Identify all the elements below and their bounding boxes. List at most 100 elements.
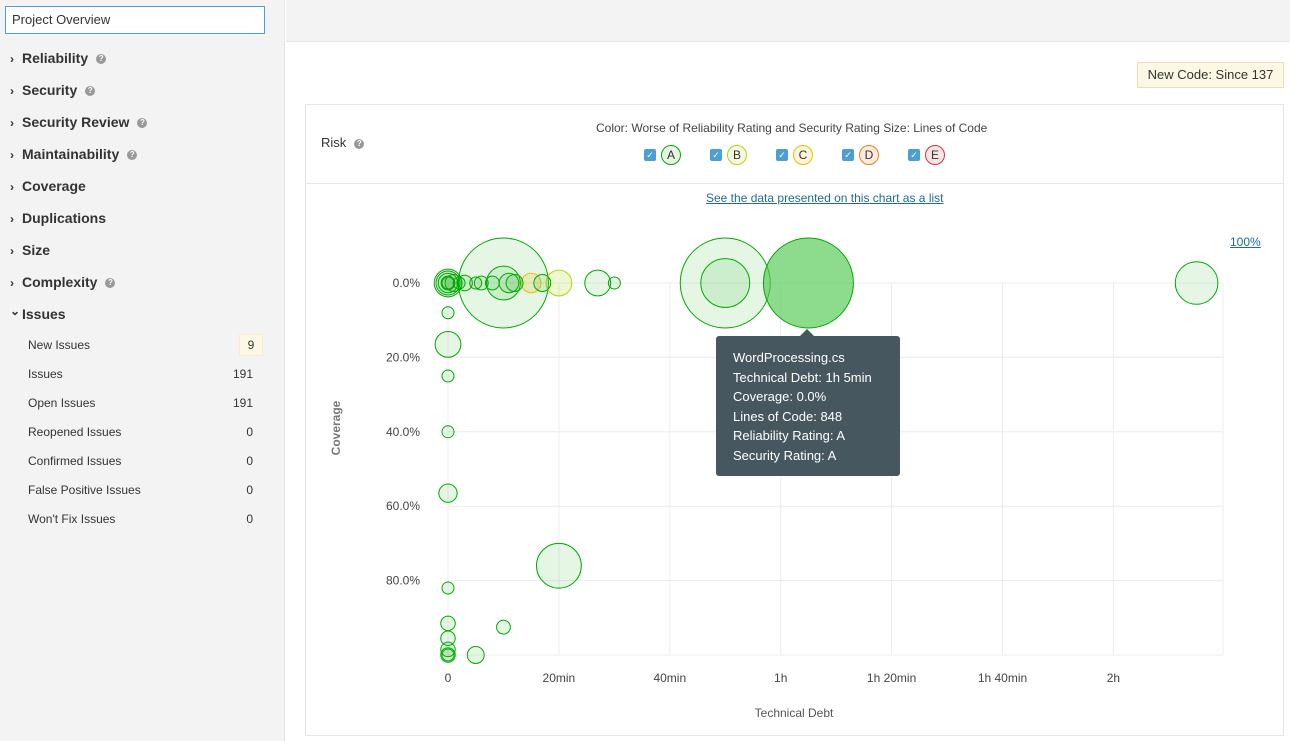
bubble (584, 269, 612, 297)
sidebar-category-size[interactable]: › Size (0, 238, 270, 262)
chevron-right-icon: › (10, 52, 14, 66)
sidebar-category-reliability[interactable]: › Reliability? (0, 46, 270, 70)
tooltip-line: Security Rating: A (733, 447, 837, 463)
x-tick-label: 20min (543, 671, 576, 685)
sidebar-category-label: Reliability (22, 50, 89, 66)
checkbox-checked-icon[interactable]: ✓ (776, 149, 788, 161)
rating-badge: D (859, 145, 879, 165)
sidebar-item-label: Open Issues (28, 396, 96, 410)
bubble (545, 269, 573, 297)
sidebar-item-count: 191 (232, 396, 253, 410)
bubble (441, 306, 455, 320)
sidebar-category-complexity[interactable]: › Complexity? (0, 270, 270, 294)
bubble (440, 630, 456, 647)
y-tick-label: 0.0% (393, 276, 421, 290)
risk-title: Risk? (321, 135, 365, 150)
sidebar-item-label: Issues (28, 367, 63, 381)
y-tick-label: 40.0% (386, 425, 420, 439)
chevron-right-icon: › (10, 148, 14, 162)
bubble (700, 258, 751, 308)
bubble (441, 425, 455, 439)
checkbox-checked-icon[interactable]: ✓ (644, 149, 656, 161)
checkbox-checked-icon[interactable]: ✓ (710, 149, 722, 161)
sidebar-category-security-review[interactable]: › Security Review? (0, 110, 270, 134)
sidebar-category-label: Security Review (22, 114, 130, 130)
sidebar-item-count: 0 (246, 483, 253, 497)
sidebar-category-coverage[interactable]: › Coverage (0, 174, 270, 198)
sidebar-item-label: False Positive Issues (28, 483, 141, 497)
new-code-badge: New Code: Since 137 (1137, 62, 1284, 88)
sidebar-category-duplications[interactable]: › Duplications (0, 206, 270, 230)
bubble (1174, 261, 1219, 305)
tooltip-line: WordProcessing.cs (733, 350, 845, 365)
bubble (452, 276, 466, 290)
sidebar-category-security[interactable]: › Security? (0, 78, 270, 102)
bubble (762, 237, 854, 329)
risk-title-label: Risk (321, 135, 347, 150)
sidebar-category-label: Complexity (22, 274, 98, 290)
bubble (441, 648, 455, 662)
zoom-reset-link[interactable]: 100% (1230, 235, 1261, 249)
x-axis-label: Technical Debt (755, 706, 834, 720)
sidebar-category-issues[interactable]: ⌄ Issues (0, 302, 270, 326)
help-icon[interactable]: ? (105, 278, 116, 289)
rating-badge: C (793, 145, 813, 165)
bubble (520, 272, 542, 294)
sidebar-category-maintainability[interactable]: › Maintainability? (0, 142, 270, 166)
sidebar-item-count: 0 (246, 512, 253, 526)
checkbox-checked-icon[interactable]: ✓ (908, 149, 920, 161)
tooltip-line: Reliability Rating: A (733, 428, 845, 443)
project-overview-field[interactable]: Project Overview (5, 6, 265, 34)
chart-as-list-link[interactable]: See the data presented on this chart as … (706, 191, 944, 205)
sidebar-item-label: New Issues (28, 338, 91, 352)
bubble-tooltip: WordProcessing.cs Technical Debt: 1h 5min… (716, 329, 900, 476)
sidebar-item-issues[interactable]: Issues 191 (28, 363, 263, 385)
rating-badge: B (727, 145, 747, 165)
sidebar-item-count: 0 (246, 425, 253, 439)
sidebar-item-confirmed-issues[interactable]: Confirmed Issues 0 (28, 450, 263, 472)
bubble (441, 369, 455, 383)
bubble (435, 270, 461, 296)
help-icon[interactable]: ? (137, 118, 148, 129)
bubble (457, 237, 549, 329)
checkbox-checked-icon[interactable]: ✓ (842, 149, 854, 161)
sidebar-category-label: Duplications (22, 210, 107, 226)
sidebar-item-false-positive-issues[interactable]: False Positive Issues 0 (28, 479, 263, 501)
x-tick-label: 2h (1107, 671, 1120, 685)
sidebar-item-label: Won't Fix Issues (28, 512, 116, 526)
sidebar-item-label: Confirmed Issues (28, 454, 122, 468)
tooltip-line: Lines of Code: 848 (733, 408, 843, 424)
help-icon[interactable]: ? (127, 150, 138, 161)
y-axis-label: Coverage (329, 400, 343, 455)
bubble (438, 483, 458, 503)
help-icon[interactable]: ? (96, 54, 107, 65)
sidebar-item-won-t-fix-issues[interactable]: Won't Fix Issues 0 (28, 508, 263, 530)
x-tick-label: 1h 20min (867, 671, 916, 685)
help-icon[interactable]: ? (85, 86, 96, 97)
help-icon[interactable]: ? (354, 138, 365, 149)
sidebar-item-open-issues[interactable]: Open Issues 191 (28, 392, 263, 414)
risk-panel: Risk? Color: Worse of Reliability Rating… (305, 104, 1284, 736)
sidebar-item-reopened-issues[interactable]: Reopened Issues 0 (28, 421, 263, 443)
y-tick-label: 20.0% (386, 350, 420, 364)
bubble (533, 274, 552, 292)
chevron-right-icon: › (10, 180, 14, 194)
x-tick-label: 1h 40min (978, 671, 1027, 685)
sidebar-item-count: 0 (246, 454, 253, 468)
legend-description: Color: Worse of Reliability Rating and S… (596, 121, 988, 135)
bubble (441, 276, 455, 290)
bubble (441, 581, 455, 595)
chevron-right-icon: › (10, 212, 14, 226)
sidebar-category-label: Maintainability (22, 146, 120, 162)
chevron-right-icon: › (10, 116, 14, 130)
rating-badge: E (925, 145, 945, 165)
bubble (536, 542, 582, 589)
bubble (440, 275, 456, 291)
sidebar-item-new-issues[interactable]: New Issues 9 (28, 334, 263, 356)
bubble (505, 274, 524, 292)
bubble (440, 647, 456, 663)
sidebar-item-count: 9 (239, 334, 263, 356)
x-tick-label: 0 (445, 671, 452, 685)
bubble (496, 619, 511, 635)
